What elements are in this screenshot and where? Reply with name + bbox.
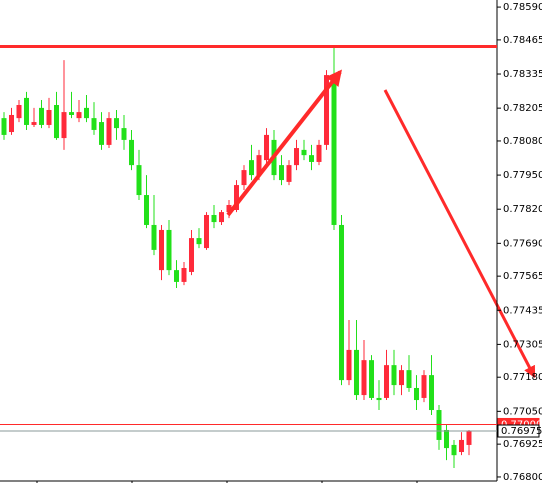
candle-body [166,229,172,271]
y-tick-label: 0.78335 [503,69,542,80]
trend-arrow-up [226,69,342,217]
candle-body [189,238,194,272]
y-tick-label: 0.78465 [503,35,542,46]
candle-body [106,118,112,145]
y-tick-label: 0.77565 [503,271,542,282]
candle-body [151,224,157,250]
candle-body [129,139,134,166]
candle-body [421,375,427,398]
candle-body [406,370,412,388]
candle-body [436,410,442,440]
candle-body [84,107,89,119]
y-tick-label: 0.77180 [503,372,542,383]
candle-body [9,114,14,133]
candle-body [99,122,104,145]
candle-body [211,214,217,223]
y-tick-label: 0.77050 [503,406,542,417]
price-label-box [497,424,540,438]
y-tick-label: 0.77950 [503,170,542,181]
y-tick-label: 0.78080 [503,136,542,147]
candle-body [234,185,239,210]
candle-body [159,229,164,271]
candle-body [24,97,29,125]
candle-body [196,238,202,245]
candle-body [331,75,337,225]
candle-body [361,360,367,396]
candle-body [399,370,404,386]
candle-body [31,122,37,125]
candle-body [54,105,59,139]
y-tick-label: 0.77820 [503,204,542,215]
candle-body [204,214,209,249]
candle-body [264,134,269,161]
candle-body [444,429,449,449]
y-tick-label: 0.76925 [503,439,542,450]
y-tick-label: 0.77690 [503,238,542,249]
candle-body [309,155,314,162]
candle-body [76,112,82,119]
candle-body [114,118,119,129]
candle-body [144,195,149,225]
trend-arrow-down [383,89,536,379]
candle-body [294,148,299,166]
candle-body [241,170,247,186]
price-label: 0.76975 [501,426,542,437]
candle-body [369,360,374,398]
y-tick-label: 0.77435 [503,305,542,316]
candle-body [346,349,352,381]
y-tick-label: 0.78205 [503,103,542,114]
candle-body [324,75,329,145]
candle-body [316,144,322,162]
candle-body [1,118,7,135]
candle-body [39,107,44,125]
candle-body [121,128,127,140]
candle-body [249,160,254,176]
candle-body [384,365,389,398]
candle-body [46,109,52,125]
candle-body [414,387,419,401]
candle-body [466,431,472,445]
y-tick-label: 0.76800 [503,472,542,483]
candle-body [69,112,74,115]
candle-body [16,105,22,119]
candle-body [339,224,344,381]
y-tick-label: 0.77305 [503,339,542,350]
candle-body [61,112,67,139]
y-tick-label: 0.78590 [503,2,542,13]
candle-body [226,205,232,213]
candle-body [136,165,142,196]
candle-body [91,118,97,130]
candle-body [219,212,224,223]
candle-body [354,349,359,396]
candle-body [301,149,307,156]
candle-body [256,155,262,176]
candle-body [451,444,457,456]
plot-area [1,48,472,469]
candle-body [174,270,179,282]
candle-body [376,397,382,401]
candle-body [429,375,434,411]
candle-body [181,268,187,282]
candle-body [459,439,464,453]
candle-body [391,365,397,386]
candle-body [286,165,292,182]
candle-body [279,165,284,181]
